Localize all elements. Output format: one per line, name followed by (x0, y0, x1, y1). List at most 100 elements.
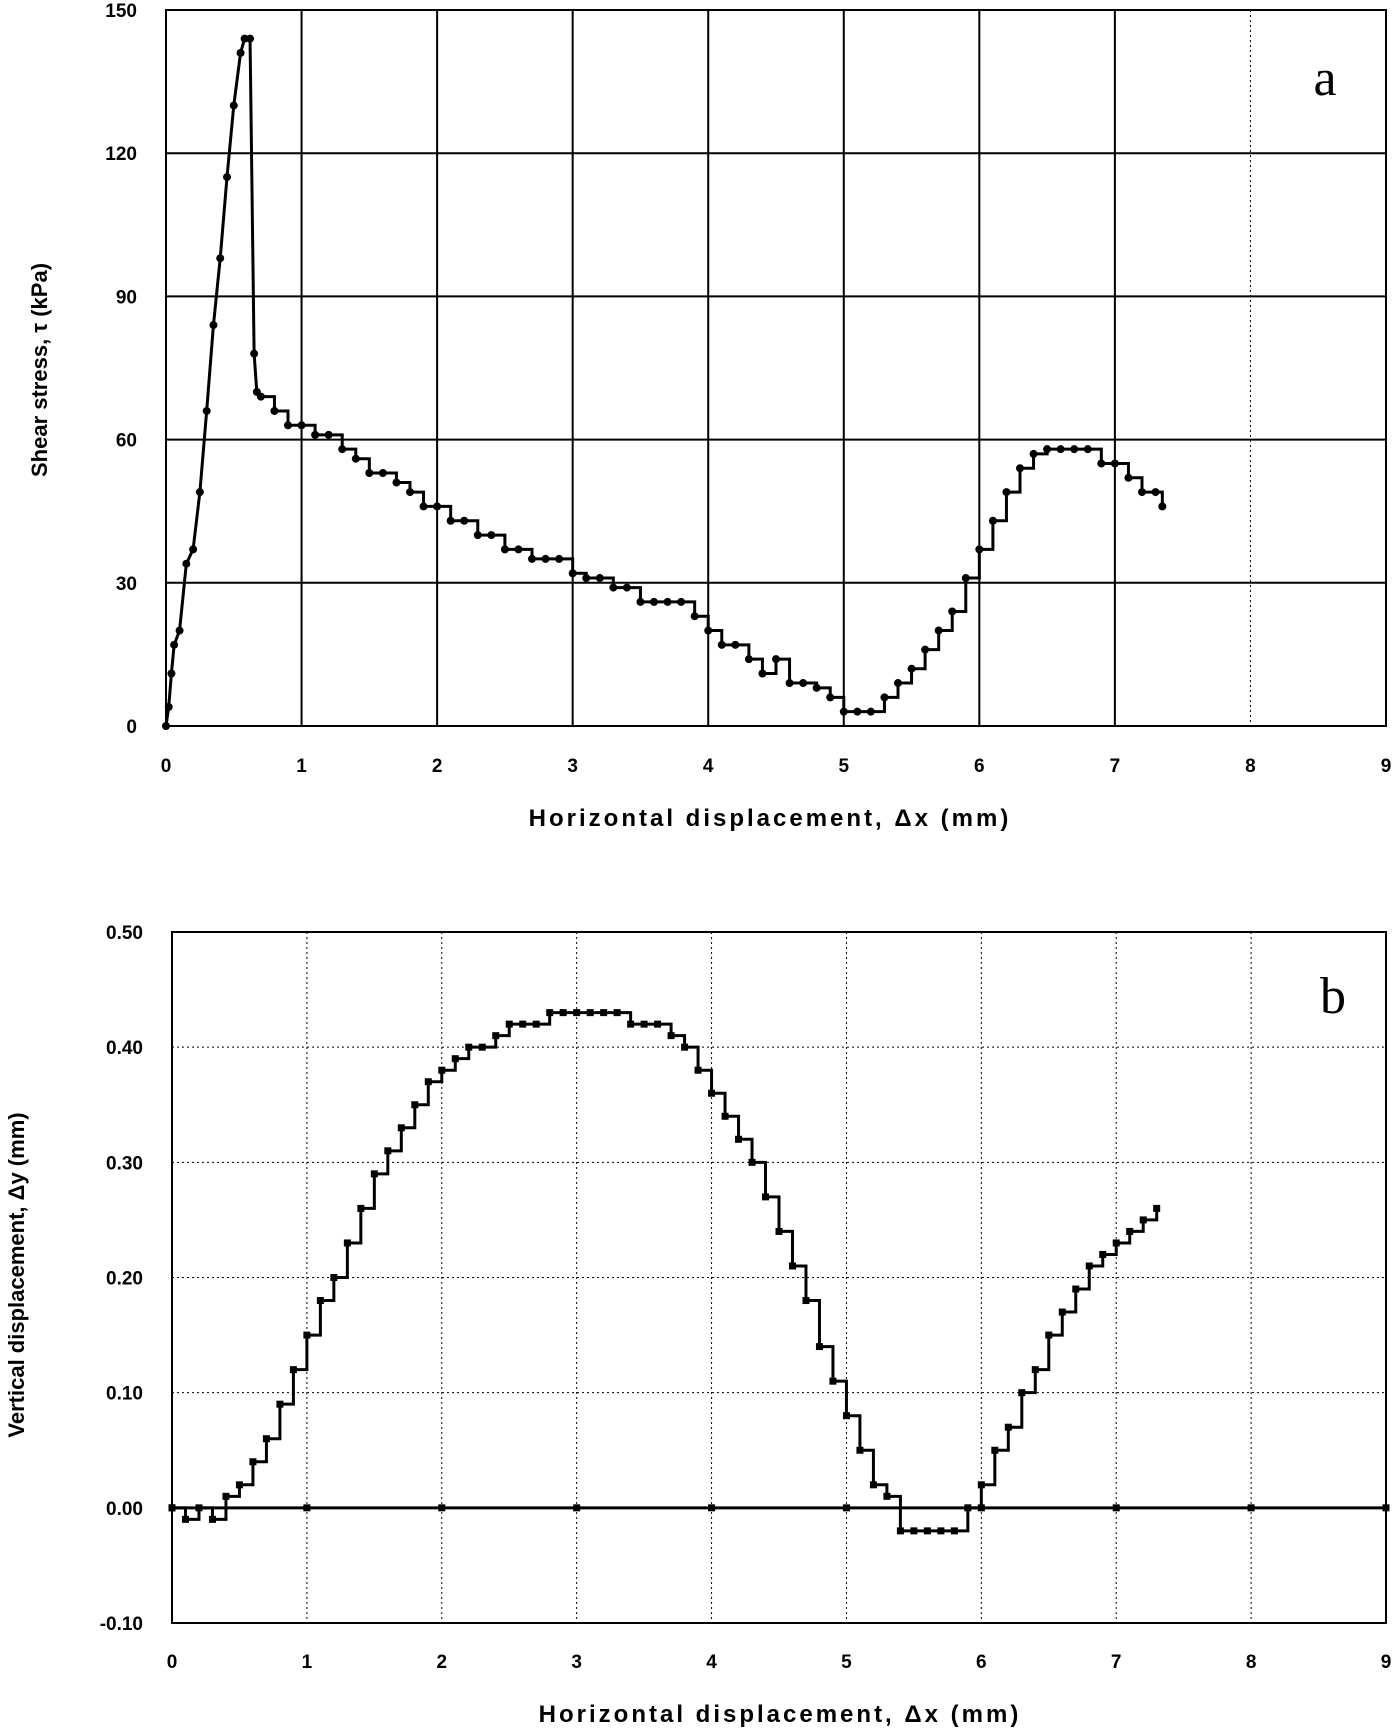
chart-a-data-point (311, 430, 320, 439)
chart-a-data-point (744, 655, 753, 664)
chart-a-y-tick-label: 30 (116, 574, 137, 595)
chart-b-data-point (573, 1504, 581, 1512)
chart-b-y-tick-label: 0.50 (106, 923, 143, 944)
chart-a-y-tick-label: 90 (116, 287, 137, 308)
chart-b-data-point (343, 1239, 351, 1247)
chart-a-data-point (514, 545, 523, 554)
chart-a-data-point (1029, 449, 1038, 458)
chart-b-data-point (330, 1274, 338, 1281)
chart-a-data-point (988, 516, 997, 525)
chart-b-x-tick-label: 2 (436, 1652, 447, 1673)
chart-b-y-axis-title: Vertical displacement, Δy (mm) (4, 1112, 29, 1437)
chart-a-data-point (839, 707, 848, 716)
chart-b-data-point (438, 1504, 446, 1512)
chart-a-data-point (772, 655, 780, 664)
chart-b-series-1-line (172, 1011, 1159, 1533)
chart-b-data-point (613, 1009, 621, 1017)
chart-b-gridlines (171, 931, 1387, 1624)
chart-a-data-point (1016, 464, 1024, 473)
chart-b-data-point (573, 1009, 581, 1017)
chart-b-data-point (775, 1227, 783, 1235)
chart-b-data-point (289, 1366, 297, 1374)
chart-b-data-point (235, 1481, 243, 1489)
chart-a-x-tick-label: 8 (1245, 756, 1256, 777)
chart-a-data-point (446, 516, 455, 525)
chart-a-data-point (419, 502, 428, 511)
chart-b-data-point (788, 1262, 796, 1270)
chart-a-x-axis-title: Horizontal displacement, Δx (mm) (529, 805, 1012, 832)
chart-b-data-point (316, 1297, 324, 1305)
chart-b-y-tick-label: 0.10 (106, 1384, 143, 1405)
chart-b-data-point (1126, 1227, 1134, 1235)
chart-a-x-tick-labels: 0 1 2 3 4 5 6 7 8 9 (161, 756, 1392, 777)
chart-a-data-point (167, 669, 176, 678)
chart-b-data-point (1072, 1285, 1080, 1293)
chart-a-y-tick-label: 0 (126, 717, 137, 738)
chart-b-data-point (492, 1032, 500, 1040)
chart-a-data-point (609, 583, 618, 592)
chart-b-data-point (896, 1527, 904, 1535)
chart-a-data-point (195, 488, 204, 497)
chart-b-data-point (1004, 1423, 1012, 1431)
chart-a-data-point (826, 693, 835, 702)
chart-b-data-point (519, 1020, 527, 1028)
chart-a-data-point (1151, 488, 1160, 497)
chart-a-data-point (351, 454, 360, 463)
chart-a-data-point (975, 545, 984, 554)
chart-a-y-tick-label: 120 (105, 144, 137, 165)
chart-a-data-point (297, 421, 306, 430)
chart-b-data-point (910, 1527, 918, 1535)
chart-b-data-point (681, 1043, 689, 1051)
chart-b-data-point (950, 1527, 958, 1535)
chart-a-x-tick-label: 3 (567, 756, 578, 777)
chart-b-data-point (181, 1515, 189, 1523)
chart-a-data-point (948, 607, 957, 616)
chart-a-data-point (164, 702, 173, 711)
chart-b-y-tick-label: 0.00 (106, 1499, 143, 1520)
chart-a-data-point (162, 722, 170, 730)
chart-b-data-point (465, 1043, 473, 1051)
chart-a-data-point (1158, 502, 1167, 511)
chart-b-panel-label: b (1320, 968, 1346, 1025)
chart-b-data-point (424, 1078, 432, 1086)
chart-b-y-tick-label: -0.10 (100, 1614, 143, 1635)
chart-a-data-point (324, 430, 333, 439)
chart-b-x-tick-label: 0 (167, 1652, 178, 1673)
chart-b-x-tick-label: 4 (706, 1652, 717, 1673)
chart-b-data-point (249, 1458, 257, 1466)
chart-a-data-point (622, 583, 631, 592)
chart-a-data-point (758, 669, 767, 678)
chart-b-data-point (1058, 1308, 1066, 1316)
chart-b-x-tick-label: 5 (841, 1652, 852, 1673)
chart-a-data-point (1110, 459, 1119, 468)
chart-a-data-point (1124, 473, 1133, 482)
chart-b-x-axis-title: Horizontal displacement, Δx (mm) (539, 1701, 1022, 1728)
chart-b-data-point (1153, 1204, 1161, 1212)
chart-a-data-point (223, 173, 231, 182)
chart-b-data-point (923, 1527, 931, 1535)
chart-b-data-point (1382, 1504, 1390, 1512)
chart-b-data-point (977, 1504, 985, 1512)
chart-a-data-point (853, 707, 862, 716)
chart-a-data-point (555, 554, 564, 563)
chart-a-data-point (433, 502, 442, 511)
chart-a-data-point (209, 321, 218, 330)
chart-b-data-point (303, 1331, 311, 1339)
chart-b-data-point (303, 1504, 311, 1512)
chart-b-data-point (478, 1043, 486, 1051)
chart-b-data-point (532, 1020, 540, 1028)
chart-a-data-point (487, 531, 496, 540)
chart-a-data-point (731, 640, 740, 649)
chart-a-x-tick-label: 4 (703, 756, 714, 777)
chart-b-data-point (735, 1135, 743, 1143)
chart-b-y-tick-label: 0.40 (106, 1038, 143, 1059)
chart-a-data-point (216, 254, 225, 263)
chart-a-data-point (246, 34, 255, 43)
chart-b-data-point (829, 1377, 837, 1385)
chart-a-data-point (636, 597, 645, 606)
chart-b-data-point (842, 1504, 850, 1512)
chart-a-data-point (270, 406, 279, 415)
chart-b-data-point (694, 1066, 702, 1074)
chart-a-data-point (717, 640, 726, 649)
